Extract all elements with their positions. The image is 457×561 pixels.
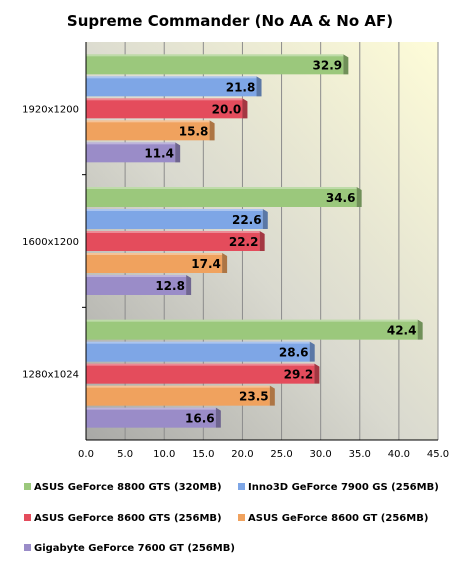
bar <box>86 209 263 229</box>
bar <box>86 341 310 362</box>
bar-highlight <box>86 253 223 255</box>
data-label: 22.6 <box>232 213 262 227</box>
bar <box>86 187 357 207</box>
bar-highlight <box>86 187 357 189</box>
bar-highlight <box>86 54 344 57</box>
bar-side <box>314 363 320 384</box>
bar-highlight <box>86 319 418 322</box>
bar <box>86 275 187 295</box>
legend-label: ASUS GeForce 8600 GT (256MB) <box>248 513 428 524</box>
bar <box>86 142 176 163</box>
legend-swatch <box>24 544 31 551</box>
category-label: 1920x1200 <box>22 104 79 115</box>
x-tick-label: 5.0 <box>117 449 133 460</box>
bar-highlight <box>86 341 310 344</box>
legend-swatch <box>24 514 31 521</box>
bar-highlight <box>86 98 243 101</box>
data-label: 22.2 <box>229 235 259 249</box>
x-tick-label: 15.0 <box>192 449 214 460</box>
bar <box>86 76 257 97</box>
bar-side <box>175 142 181 163</box>
legend-swatch <box>238 514 245 521</box>
data-label: 12.8 <box>155 279 185 293</box>
bar-highlight <box>86 275 187 277</box>
legend-label: ASUS GeForce 8800 GTS (320MB) <box>34 482 222 493</box>
bar <box>86 363 315 384</box>
bar-side <box>209 120 215 141</box>
bar <box>86 319 418 340</box>
category-label: 1600x1200 <box>22 237 79 248</box>
bar <box>86 407 216 428</box>
bar-side <box>222 253 228 273</box>
x-tick-label: 20.0 <box>231 449 253 460</box>
x-tick-label: 0.0 <box>78 449 94 460</box>
data-label: 23.5 <box>239 390 269 404</box>
bar-side <box>269 385 275 406</box>
x-tick-label: 40.0 <box>388 449 410 460</box>
bar-highlight <box>86 120 210 123</box>
bar-highlight <box>86 231 260 233</box>
bar <box>86 98 243 119</box>
chart-title: Supreme Commander (No AA & No AF) <box>67 12 393 30</box>
legend-swatch <box>24 483 31 490</box>
data-label: 42.4 <box>387 324 417 338</box>
bar-side <box>309 341 315 362</box>
data-label: 16.6 <box>185 412 215 426</box>
x-tick-label: 10.0 <box>153 449 175 460</box>
legend-label: ASUS GeForce 8600 GTS (256MB) <box>34 513 222 524</box>
bar-highlight <box>86 407 216 410</box>
data-label: 34.6 <box>326 191 356 205</box>
bar-highlight <box>86 385 270 388</box>
bars <box>86 54 423 428</box>
bar-side <box>343 54 349 75</box>
x-tick-label: 35.0 <box>349 449 371 460</box>
legend-label: Gigabyte GeForce 7600 GT (256MB) <box>34 543 235 554</box>
bar-side <box>417 319 423 340</box>
bar-highlight <box>86 76 257 79</box>
bar <box>86 231 260 251</box>
bar-side <box>186 275 192 295</box>
axes: 0.0 5.0 10.0 15.0 20.0 25.0 30.0 35.0 40.0 45.0 19… <box>22 42 449 460</box>
x-tick-label: 30.0 <box>310 449 332 460</box>
data-label: 21.8 <box>226 80 256 94</box>
data-labels: 32.9 21.8 20.015.8 11.4 34.6 22.6 22.2 17.4 12.8… <box>144 58 416 425</box>
bar <box>86 120 210 141</box>
bar-side <box>259 231 265 251</box>
data-label: 29.2 <box>284 368 314 382</box>
legend: ASUS GeForce 8800 GTS (320MB) Inno3D GeFo… <box>24 482 439 554</box>
bar <box>86 54 344 75</box>
legend-swatch <box>238 483 245 490</box>
x-tick-label: 45.0 <box>427 449 449 460</box>
data-label: 15.8 <box>179 124 209 138</box>
bar-highlight <box>86 142 176 145</box>
data-label: 11.4 <box>144 146 174 160</box>
data-label: 32.9 <box>313 58 343 72</box>
bar-side <box>262 209 268 229</box>
data-label: 20.0 <box>212 102 242 116</box>
bar <box>86 253 223 273</box>
bar-side <box>256 76 262 97</box>
bar-highlight <box>86 209 263 211</box>
category-label: 1280x1024 <box>22 370 79 381</box>
data-label: 28.6 <box>279 346 309 360</box>
x-tick-label: 25.0 <box>270 449 292 460</box>
bar-highlight <box>86 363 315 366</box>
bar-side <box>356 187 362 207</box>
data-label: 17.4 <box>191 257 221 271</box>
bar-side <box>215 407 221 428</box>
bar <box>86 385 270 406</box>
legend-label: Inno3D GeForce 7900 GS (256MB) <box>248 482 439 493</box>
bar-side <box>242 98 248 119</box>
